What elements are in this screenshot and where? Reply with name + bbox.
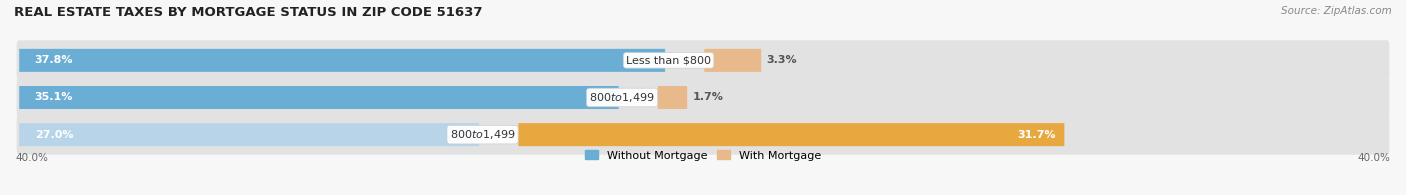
Text: 27.0%: 27.0%: [35, 130, 73, 140]
FancyBboxPatch shape: [17, 40, 1389, 80]
Text: 35.1%: 35.1%: [35, 92, 73, 103]
Text: $800 to $1,499: $800 to $1,499: [450, 128, 516, 141]
Text: 37.8%: 37.8%: [35, 55, 73, 65]
Text: $800 to $1,499: $800 to $1,499: [589, 91, 655, 104]
Legend: Without Mortgage, With Mortgage: Without Mortgage, With Mortgage: [585, 150, 821, 161]
FancyBboxPatch shape: [20, 123, 479, 146]
Text: 1.7%: 1.7%: [692, 92, 723, 103]
Text: Source: ZipAtlas.com: Source: ZipAtlas.com: [1281, 6, 1392, 16]
FancyBboxPatch shape: [704, 49, 761, 72]
FancyBboxPatch shape: [17, 115, 1389, 155]
Text: 31.7%: 31.7%: [1017, 130, 1056, 140]
Text: 40.0%: 40.0%: [15, 153, 49, 163]
Text: 40.0%: 40.0%: [1357, 153, 1391, 163]
FancyBboxPatch shape: [20, 49, 665, 72]
FancyBboxPatch shape: [519, 123, 1064, 146]
Text: 3.3%: 3.3%: [766, 55, 797, 65]
FancyBboxPatch shape: [20, 86, 619, 109]
Text: REAL ESTATE TAXES BY MORTGAGE STATUS IN ZIP CODE 51637: REAL ESTATE TAXES BY MORTGAGE STATUS IN …: [14, 6, 482, 19]
FancyBboxPatch shape: [658, 86, 688, 109]
Text: Less than $800: Less than $800: [626, 55, 711, 65]
FancyBboxPatch shape: [17, 77, 1389, 118]
